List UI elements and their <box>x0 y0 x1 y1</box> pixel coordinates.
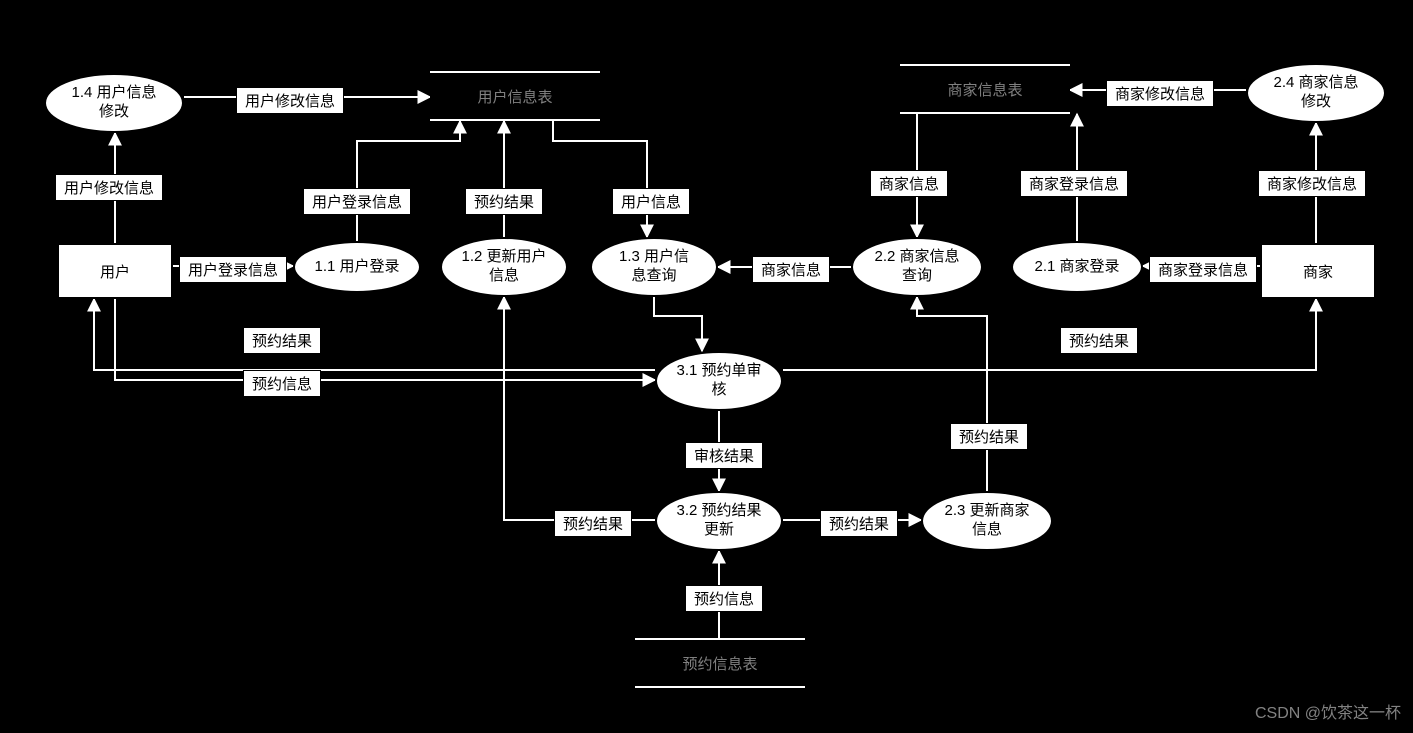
label-e18: 预约结果 <box>950 423 1028 450</box>
process-1-4-label: 1.4 用户信息修改 <box>65 84 162 122</box>
process-3-2-label: 3.2 预约结果更新 <box>670 502 767 540</box>
process-3-1: 3.1 预约单审核 <box>655 351 783 411</box>
label-e2: 用户修改信息 <box>236 87 344 114</box>
store-reservation-info-label: 预约信息表 <box>676 653 763 674</box>
label-e13: 预约信息 <box>243 370 321 397</box>
label-e10: 商家登录信息 <box>1149 256 1257 283</box>
label-e9: 商家登录信息 <box>1020 170 1128 197</box>
edge-e7 <box>654 297 702 351</box>
label-e11: 商家修改信息 <box>1258 170 1366 197</box>
process-2-1-label: 2.1 商家登录 <box>1028 258 1125 277</box>
label-e12: 商家修改信息 <box>1106 80 1214 107</box>
edge-e14b <box>783 299 1316 370</box>
process-1-1-label: 1.1 用户登录 <box>308 258 405 277</box>
edge-e4 <box>357 121 460 241</box>
process-2-3-label: 2.3 更新商家信息 <box>938 502 1035 540</box>
process-1-3-label: 1.3 用户信息查询 <box>613 248 695 286</box>
process-2-1: 2.1 商家登录 <box>1011 241 1143 293</box>
entity-merchant-label: 商家 <box>1297 261 1339 282</box>
store-reservation-info: 预约信息表 <box>635 638 805 688</box>
store-merchant-info-label: 商家信息表 <box>941 79 1028 100</box>
label-e15: 审核结果 <box>685 442 763 469</box>
edge-e6 <box>553 121 647 237</box>
entity-merchant: 商家 <box>1260 243 1376 299</box>
store-merchant-info: 商家信息表 <box>900 64 1070 114</box>
label-e7b: 商家信息 <box>752 256 830 283</box>
entity-user: 用户 <box>57 243 173 299</box>
process-2-2: 2.2 商家信息查询 <box>851 237 983 297</box>
process-1-1: 1.1 用户登录 <box>293 241 421 293</box>
process-1-4: 1.4 用户信息修改 <box>44 73 184 133</box>
process-1-2: 1.2 更新用户信息 <box>440 237 568 297</box>
entity-user-label: 用户 <box>94 261 136 282</box>
label-e3: 用户登录信息 <box>179 256 287 283</box>
label-e4: 用户登录信息 <box>303 188 411 215</box>
store-user-info-label: 用户信息表 <box>471 86 558 107</box>
label-e14b: 预约结果 <box>1060 327 1138 354</box>
store-user-info: 用户信息表 <box>430 71 600 121</box>
dfd-canvas: 用户 商家 1.1 用户登录 1.2 更新用户信息 1.3 用户信息查询 1.4… <box>0 0 1413 733</box>
process-1-3: 1.3 用户信息查询 <box>590 237 718 297</box>
process-3-2: 3.2 预约结果更新 <box>655 491 783 551</box>
label-e5: 预约结果 <box>465 188 543 215</box>
label-e1: 用户修改信息 <box>55 174 163 201</box>
edge-e16 <box>504 297 655 520</box>
edge-e18 <box>917 297 987 491</box>
label-e6: 用户信息 <box>612 188 690 215</box>
label-e14: 预约结果 <box>243 327 321 354</box>
label-e16: 预约结果 <box>554 510 632 537</box>
edge-e14 <box>94 299 655 370</box>
process-1-2-label: 1.2 更新用户信息 <box>455 248 552 286</box>
process-2-3: 2.3 更新商家信息 <box>921 491 1053 551</box>
process-2-2-label: 2.2 商家信息查询 <box>868 248 965 286</box>
label-e8: 商家信息 <box>870 170 948 197</box>
label-e19: 预约信息 <box>685 585 763 612</box>
process-2-4: 2.4 商家信息修改 <box>1246 63 1386 123</box>
process-2-4-label: 2.4 商家信息修改 <box>1267 74 1364 112</box>
watermark: CSDN @饮茶这一杯 <box>1255 699 1401 723</box>
edge-e13 <box>115 299 655 380</box>
label-e17: 预约结果 <box>820 510 898 537</box>
process-3-1-label: 3.1 预约单审核 <box>670 362 767 400</box>
